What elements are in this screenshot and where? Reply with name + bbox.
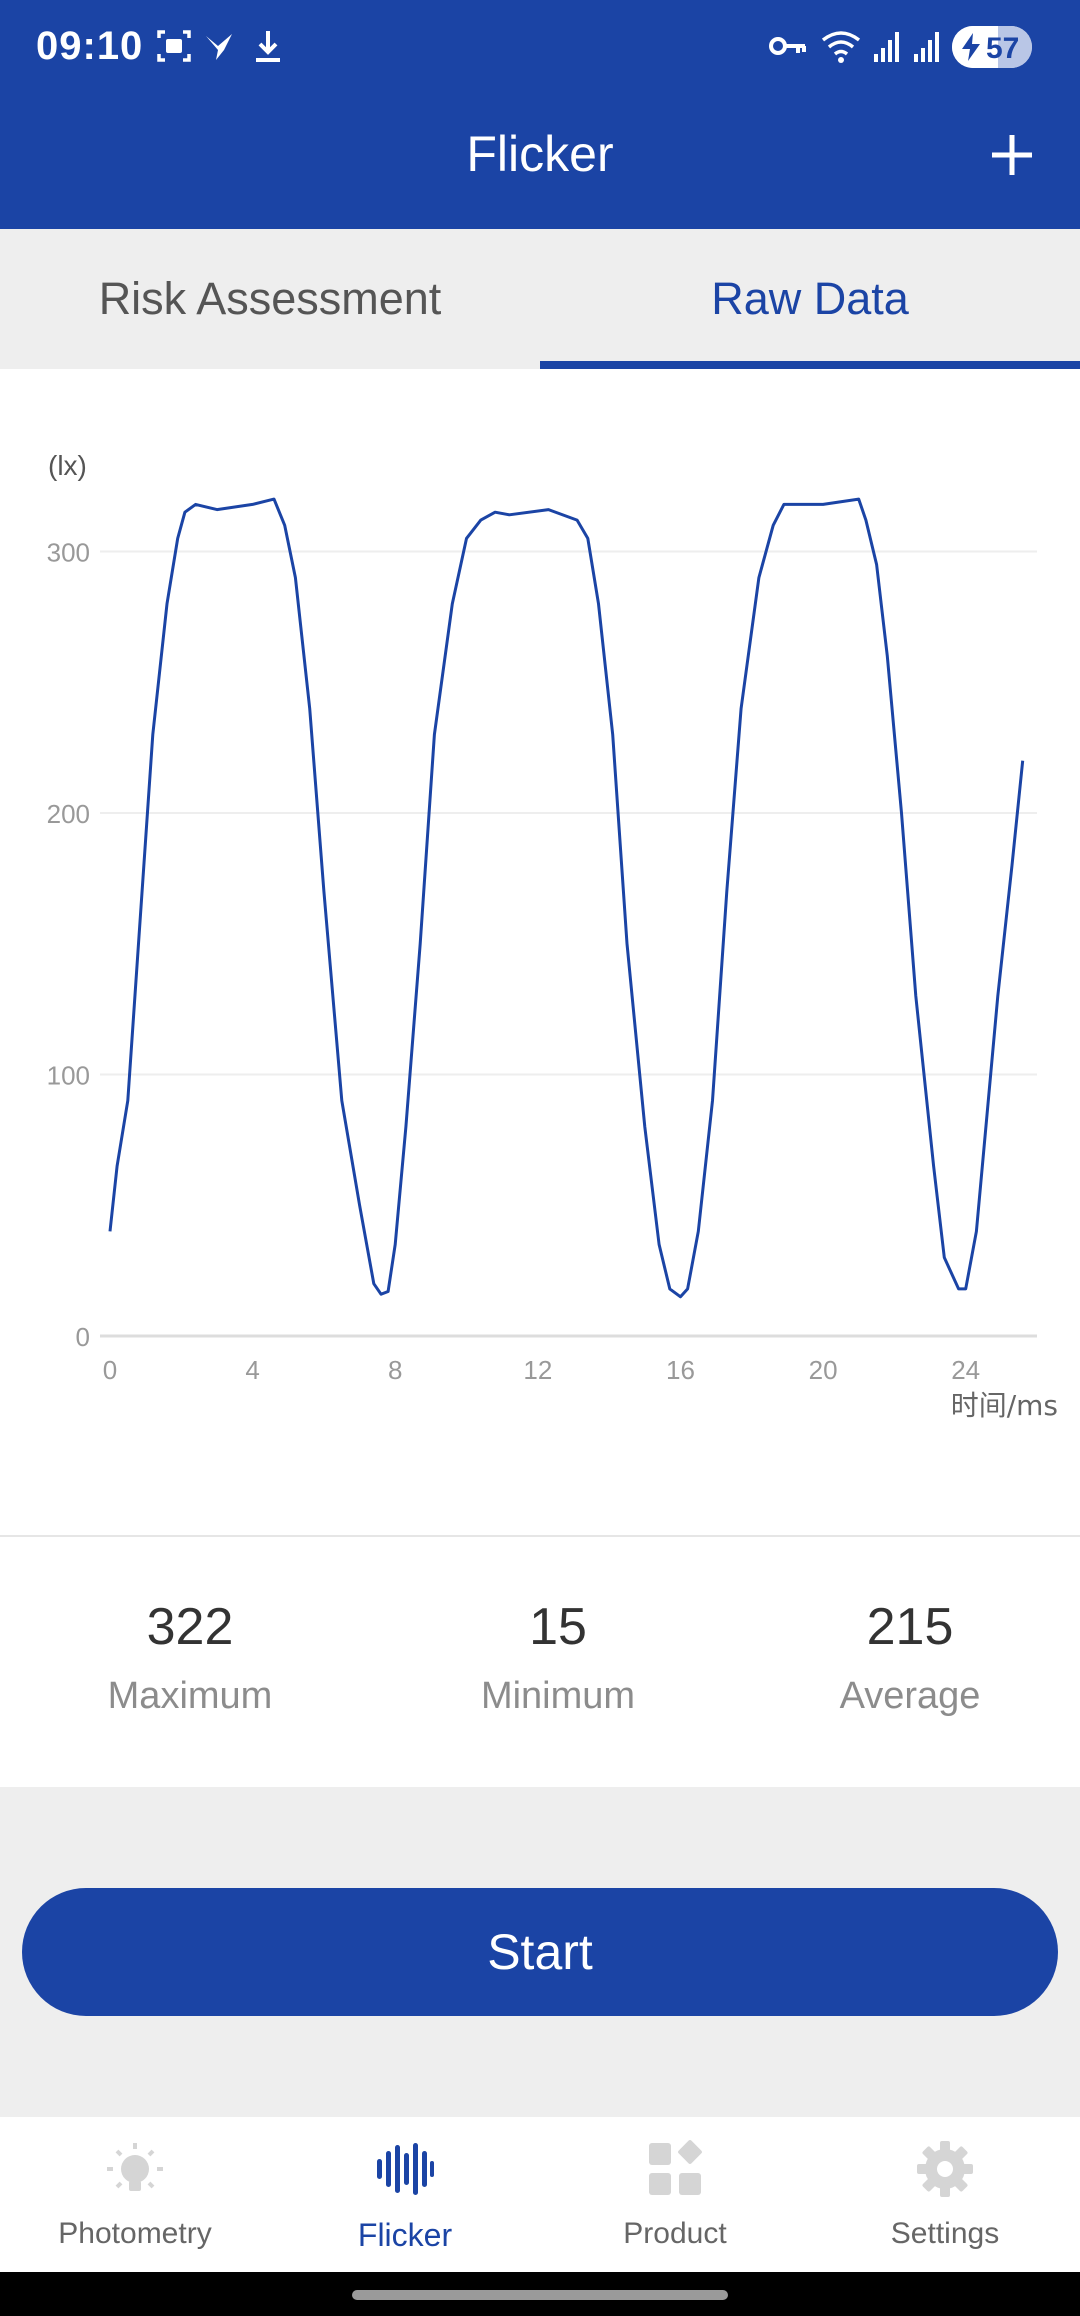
x-tick-label: 20 — [809, 1355, 838, 1385]
active-tab-indicator — [540, 361, 1080, 369]
battery-percent: 57 — [986, 32, 1020, 65]
gear-icon — [917, 2141, 973, 2197]
nav-label: Flicker — [357, 2217, 453, 2253]
waveform-icon — [377, 2143, 434, 2195]
bottom-nav: Photometry Flicker Product — [0, 2117, 1080, 2272]
nav-label: Settings — [890, 2217, 1000, 2250]
nav-label: Product — [623, 2217, 727, 2250]
divider — [0, 1535, 1080, 1537]
home-indicator[interactable] — [352, 2290, 728, 2300]
system-nav-bar — [0, 2272, 1080, 2316]
y-tick-label: 200 — [47, 799, 90, 829]
stat-value: 322 — [146, 1598, 234, 1656]
nav-flicker[interactable]: Flicker — [270, 2117, 540, 2272]
y-tick-label: 100 — [47, 1060, 90, 1090]
grid-icon — [649, 2140, 702, 2195]
chart-svg: 0 100 200 300 0 4 8 12 16 20 24 (lx) 时间/ms — [47, 450, 1058, 1422]
bulb-icon — [107, 2143, 163, 2191]
stat-value: 215 — [866, 1598, 954, 1656]
vpn-key-icon — [769, 37, 806, 55]
stat-label: Average — [839, 1675, 981, 1717]
action-area: Start — [0, 1787, 1080, 2117]
stat-value: 15 — [529, 1598, 587, 1656]
x-tick-label: 8 — [388, 1355, 402, 1385]
x-axis-label: 时间/ms — [951, 1389, 1058, 1422]
series-line — [108, 497, 1025, 1299]
nav-settings[interactable]: Settings — [810, 2117, 1080, 2272]
add-icon[interactable] — [980, 123, 1044, 187]
status-time: 09:10 — [36, 24, 144, 68]
stat-average: 215 Average — [730, 1597, 1080, 1718]
status-bar: 09:10 57 — [0, 0, 1080, 95]
screenshot-icon — [157, 30, 191, 62]
tab-bar: Risk Assessment Raw Data — [0, 229, 1080, 369]
x-tick-label: 12 — [523, 1355, 552, 1385]
start-button[interactable]: Start — [22, 1888, 1058, 2016]
signal-2-icon — [914, 32, 939, 62]
signal-1-icon — [874, 32, 899, 62]
stat-label: Maximum — [107, 1675, 273, 1717]
tab-raw-data[interactable]: Raw Data — [711, 273, 909, 324]
y-tick-label: 0 — [76, 1322, 90, 1352]
stats-panel: 322 Maximum 15 Minimum 215 Average — [0, 1537, 1080, 1787]
nav-label: Photometry — [58, 2217, 212, 2250]
app-bar: Flicker — [0, 95, 1080, 229]
stat-label: Minimum — [480, 1675, 636, 1717]
flicker-chart: 0 100 200 300 0 4 8 12 16 20 24 (lx) 时间/ms — [0, 369, 1080, 1535]
x-tick-label: 4 — [245, 1355, 259, 1385]
bird-icon — [206, 34, 232, 60]
y-axis-label: (lx) — [48, 450, 87, 481]
charging-icon — [962, 33, 980, 61]
x-tick-label: 16 — [666, 1355, 695, 1385]
download-icon — [256, 31, 280, 62]
battery-indicator: 57 — [952, 26, 1032, 68]
stat-maximum: 322 Maximum — [10, 1597, 370, 1718]
nav-product[interactable]: Product — [540, 2117, 810, 2272]
stat-minimum: 15 Minimum — [378, 1597, 738, 1718]
wifi-icon — [821, 31, 861, 63]
page-title: Flicker — [466, 126, 614, 182]
x-tick-label: 0 — [103, 1355, 117, 1385]
x-tick-label: 24 — [951, 1355, 980, 1385]
nav-photometry[interactable]: Photometry — [0, 2117, 270, 2272]
tab-risk-assessment[interactable]: Risk Assessment — [98, 273, 442, 324]
y-tick-label: 300 — [47, 537, 90, 567]
